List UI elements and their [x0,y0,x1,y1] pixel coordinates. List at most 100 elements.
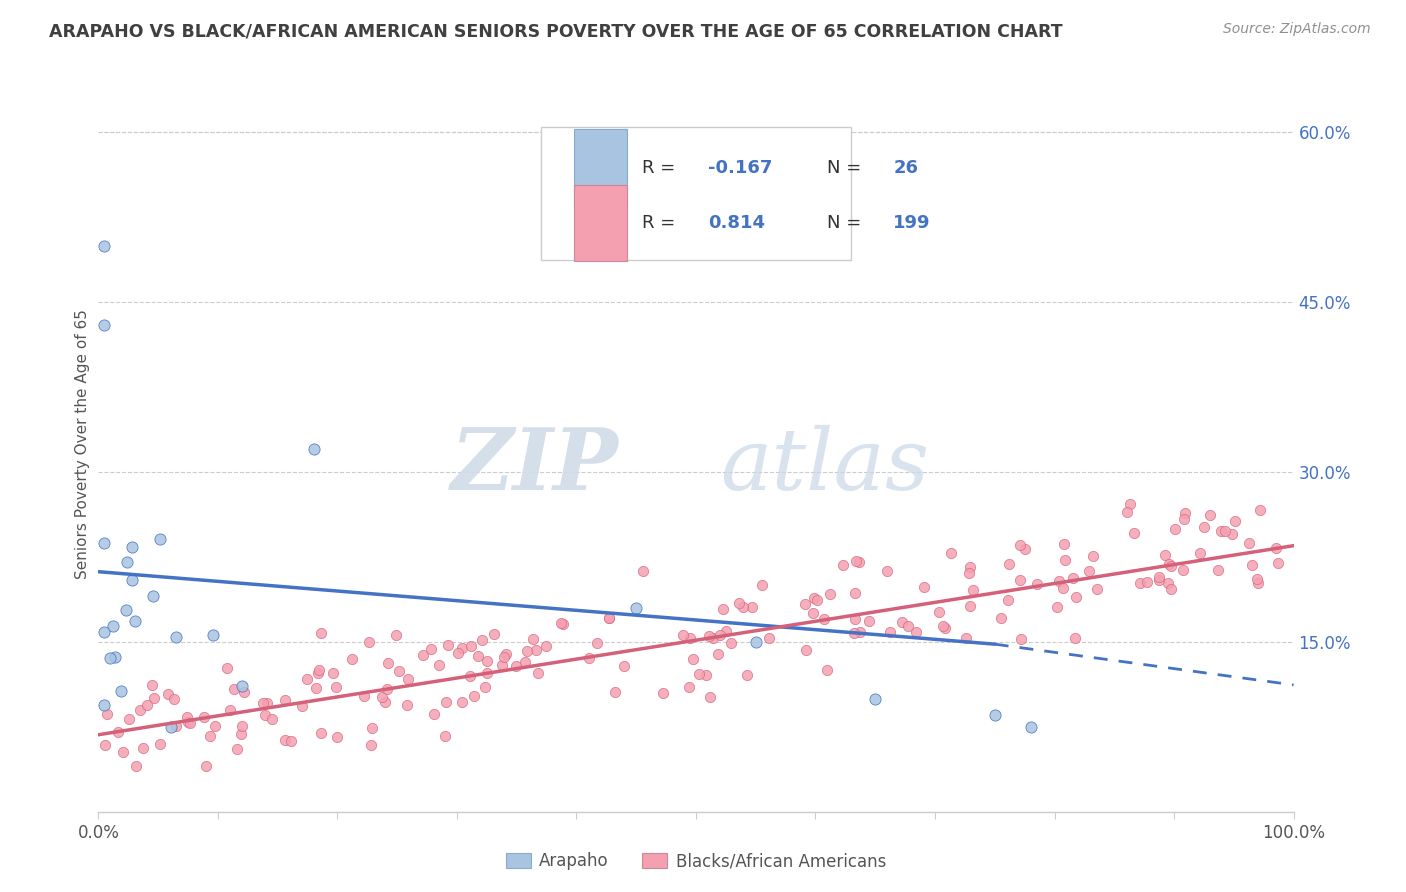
Point [252,696,274,710]
Point [96,706,118,721]
Point [858,615,880,629]
Point [1159,557,1181,571]
Point [1047,574,1070,588]
Point [179,716,201,731]
Point [806,593,828,607]
Point [1160,582,1182,596]
Point [912,580,935,594]
Point [326,730,349,744]
Point [193,710,215,724]
Point [165,719,187,733]
Point [1136,575,1159,590]
Point [1064,631,1087,645]
Point [849,624,872,639]
Point [751,578,773,592]
Point [1174,506,1197,520]
Point [163,692,186,706]
Point [233,684,256,698]
FancyBboxPatch shape [574,129,627,206]
Text: R =: R = [643,214,681,232]
Point [702,632,724,646]
Point [626,601,648,615]
Point [104,649,127,664]
Point [495,648,517,662]
Point [219,703,242,717]
Point [633,564,655,578]
Point [1129,576,1152,591]
Point [731,600,754,615]
Point [1010,538,1032,552]
Point [801,606,824,620]
Point [103,619,125,633]
Point [527,665,550,680]
Point [110,683,132,698]
Point [202,628,225,642]
Point [311,626,333,640]
Point [990,611,1012,625]
Text: -0.167: -0.167 [709,159,772,177]
Point [897,619,920,633]
Point [513,655,536,669]
Point [142,589,165,603]
Point [1025,576,1047,591]
Point [115,603,138,617]
Point [141,678,163,692]
Point [385,627,408,641]
Text: N =: N = [827,214,868,232]
Point [93,318,115,332]
Point [274,732,297,747]
Point [377,656,399,670]
Point [813,612,835,626]
Point [1223,514,1246,528]
Point [420,642,443,657]
Point [195,759,218,773]
Point [714,624,737,639]
Point [997,593,1019,607]
Point [225,741,247,756]
Point [735,667,758,681]
Point [156,687,179,701]
Point [360,721,382,735]
Point [231,719,253,733]
Point [957,566,980,580]
Legend: Arapaho, Blacks/African Americans: Arapaho, Blacks/African Americans [499,846,893,877]
Point [447,646,470,660]
Point [745,635,768,649]
Point [678,680,700,694]
Point [131,740,153,755]
Point [149,737,172,751]
Point [492,649,515,664]
Point [865,691,887,706]
Point [845,554,868,568]
Point [709,628,731,642]
Point [699,690,721,704]
Text: 199: 199 [893,214,931,232]
FancyBboxPatch shape [541,128,852,260]
Text: N =: N = [827,159,868,177]
Point [198,730,221,744]
Point [94,739,117,753]
Point [436,694,458,708]
Point [890,615,912,630]
Point [651,686,673,700]
Point [832,558,855,572]
Point [374,695,396,709]
Point [412,648,434,663]
Point [1163,522,1185,536]
Point [93,625,115,640]
Point [1147,573,1170,587]
Point [844,586,866,600]
Point [522,632,544,646]
Point [707,647,730,661]
Point [353,689,375,703]
Point [451,695,474,709]
Point [932,619,955,633]
Point [524,643,547,657]
Point [176,714,198,729]
Point [551,616,574,631]
Point [534,640,557,654]
Point [1083,549,1105,563]
Point [1053,553,1076,567]
Point [793,597,815,611]
Point [121,540,143,554]
